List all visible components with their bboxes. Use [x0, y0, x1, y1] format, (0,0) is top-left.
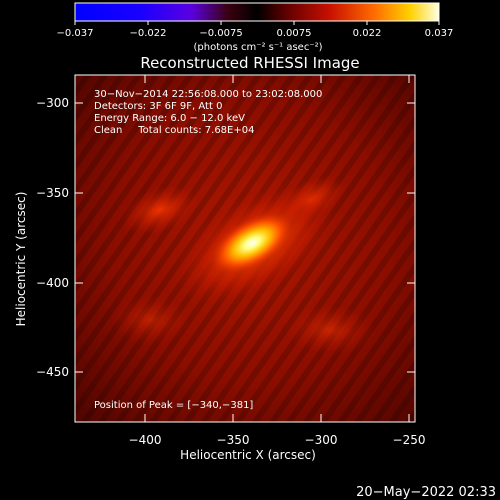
colorbar-frame: [74, 2, 440, 22]
info-energy-range: Energy Range: 6.0 − 12.0 keV: [94, 113, 245, 124]
colorbar-tick-label: 0.0075: [277, 28, 312, 39]
y-tick-label: −350: [36, 186, 69, 200]
colorbar-unit-label: (photons cm⁻² s⁻¹ asec⁻²): [193, 42, 322, 53]
colorbar-tick-label: −0.0075: [199, 28, 242, 39]
flare-core: [208, 210, 296, 276]
info-clean-counts: Clean Total counts: 7.68E+04: [94, 125, 254, 136]
x-tick-label: −250: [393, 433, 426, 447]
x-tick-label: −300: [305, 433, 338, 447]
colorbar-tick-label: −0.037: [56, 28, 93, 39]
info-panel: 30−Nov−2014 22:56:08.000 to 23:02:08.000…: [94, 89, 322, 136]
x-tick-label: −400: [129, 433, 162, 447]
generation-timestamp: 20−May−2022 02:33: [356, 485, 496, 500]
colorbar-tick-label: 0.037: [425, 28, 454, 39]
colorbar: −0.037 −0.022 −0.0075 0.0075 0.022 0.037…: [56, 2, 454, 53]
info-time-range: 30−Nov−2014 22:56:08.000 to 23:02:08.000: [94, 89, 322, 100]
y-tick-label: −450: [36, 365, 69, 379]
colorbar-tick-label: −0.022: [129, 28, 166, 39]
plot-frame: [74, 74, 416, 423]
y-tick-label: −400: [36, 276, 69, 290]
x-axis-label: Heliocentric X (arcsec): [180, 448, 316, 462]
axis-ticks: [75, 75, 415, 422]
plot-title: Reconstructed RHESSI Image: [140, 54, 359, 72]
y-tick-label: −300: [36, 96, 69, 110]
rhessi-image: [75, 75, 415, 422]
info-detectors: Detectors: 3F 6F 9F, Att 0: [94, 101, 222, 112]
x-tick-label: −350: [217, 433, 250, 447]
peak-position-label: Position of Peak = [−340,−381]: [94, 400, 253, 411]
y-axis-label: Heliocentric Y (arcsec): [14, 192, 28, 327]
colorbar-tick-label: 0.022: [353, 28, 382, 39]
